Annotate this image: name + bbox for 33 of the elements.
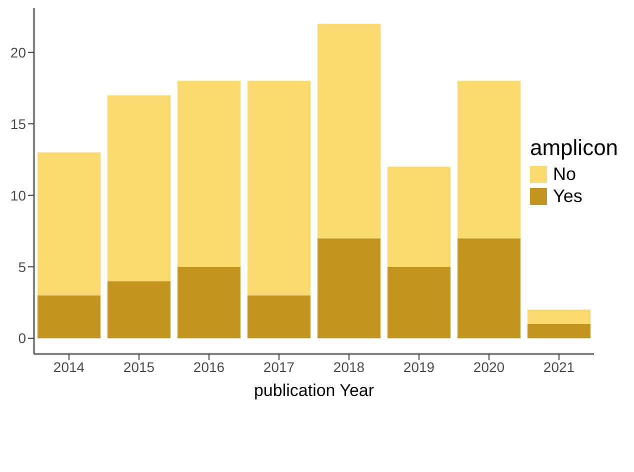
bar <box>318 238 380 338</box>
y-tick-label: 10 <box>10 187 26 204</box>
x-tick-label: 2016 <box>193 358 225 375</box>
bar <box>178 266 240 338</box>
bar <box>108 281 170 338</box>
bar <box>178 80 240 267</box>
bar <box>318 24 380 238</box>
legend-title: amplicon <box>530 135 620 161</box>
bar <box>528 310 590 324</box>
y-tick-label: 20 <box>10 44 26 60</box>
x-tick-label: 2019 <box>403 358 435 375</box>
bar <box>248 80 310 296</box>
bar <box>38 152 100 296</box>
bar <box>458 80 520 238</box>
y-tick-label: 15 <box>10 116 26 132</box>
bar <box>108 95 170 282</box>
x-tick-label: 2014 <box>53 358 85 375</box>
x-axis-title: publication Year <box>254 381 374 400</box>
x-tick-label: 2021 <box>543 358 575 375</box>
x-tick-label: 2017 <box>263 358 295 375</box>
y-tick-label: 0 <box>18 330 26 346</box>
bar <box>388 166 450 267</box>
bar <box>458 238 520 338</box>
bar <box>388 266 450 338</box>
legend-label: No <box>553 164 576 184</box>
x-tick-label: 2020 <box>473 358 505 375</box>
bar <box>528 324 590 338</box>
x-tick-label: 2015 <box>123 358 155 375</box>
bar <box>248 295 310 338</box>
x-tick-label: 2018 <box>333 358 365 375</box>
y-tick-label: 5 <box>18 258 26 275</box>
bar <box>38 295 100 338</box>
legend-label: Yes <box>553 186 582 206</box>
